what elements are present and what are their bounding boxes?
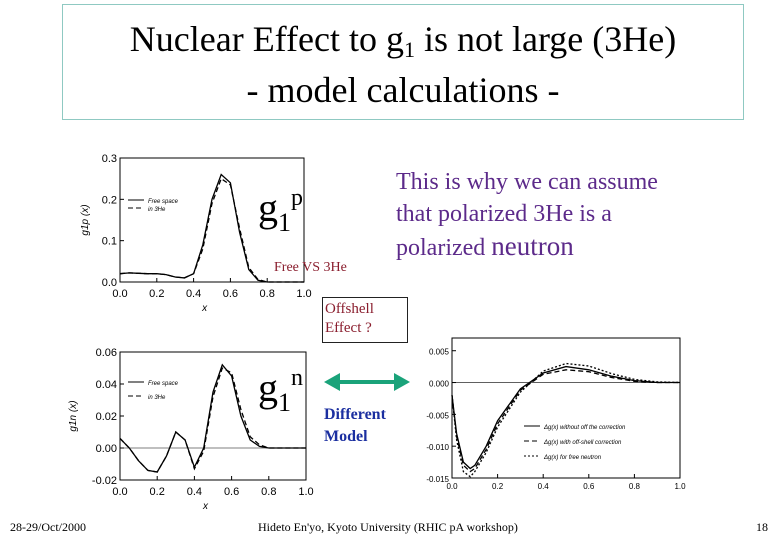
legend-label: Δg(x) without off the correction: [543, 425, 626, 431]
x-tick-label: 0.4: [186, 288, 201, 300]
x-tick-label: 0.2: [492, 482, 504, 491]
plot-frame: [451, 337, 681, 479]
y-tick-label: -0.015: [426, 475, 449, 484]
offshell-effect-box: Offshell Effect ?: [322, 297, 408, 343]
x-tick-label: 0.2: [149, 288, 164, 300]
y-tick-label: 0.0: [102, 277, 117, 289]
y-tick-label: 0.005: [429, 348, 450, 357]
different-model-label: Different Model: [324, 406, 386, 445]
neutron-model-plot: 0.0 0.2 0.4 0.6 0.8 1.0 0.005 0.000 -0.005 -0.010…: [426, 337, 686, 491]
series-line: [119, 367, 306, 473]
y-axis-label: g1p (x): [80, 204, 91, 235]
y-tick-label: 0.04: [96, 379, 117, 391]
x-axis-label: x: [202, 501, 209, 512]
g1n-plot: 0.0 0.2 0.4 0.6 0.8 1.0 -0.02 0.00 0.02 0.04 0.06 x…: [68, 347, 314, 512]
x-tick-label: 0.4: [187, 486, 202, 498]
x-tick-label: 0.8: [629, 482, 641, 491]
y-tick-label: 0.000: [429, 380, 450, 389]
y-tick-label: 0.2: [102, 194, 117, 206]
series-line: [451, 369, 680, 473]
x-tick-label: 0.8: [260, 288, 275, 300]
y-tick-label: -0.02: [92, 475, 117, 487]
x-tick-label: 0.0: [112, 486, 127, 498]
x-tick-label: 0.6: [223, 288, 238, 300]
y-tick-label: 0.1: [102, 236, 117, 248]
y-tick-label: 0.02: [96, 411, 117, 423]
footer-date: 28-29/Oct/2000: [10, 520, 86, 534]
g1p-label: g1p: [258, 185, 303, 237]
g1n-label: g1n: [258, 365, 303, 417]
slide-title-line1: Nuclear Effect to g1 is not large (3He): [129, 19, 677, 62]
x-tick-label: 1.0: [296, 288, 311, 300]
y-tick-label: 0.06: [96, 347, 117, 359]
x-tick-label: 1.0: [298, 486, 313, 498]
y-tick-label: 0.3: [102, 153, 117, 165]
title-box: Nuclear Effect to g1 is not large (3He) …: [62, 4, 744, 120]
x-tick-label: 0.6: [224, 486, 239, 498]
legend-label: in 3He: [148, 207, 166, 213]
neutron-note: This is why we can assume that polarized…: [396, 169, 658, 261]
footer-author: Hideto En'yo, Kyoto University (RHIC pA …: [258, 520, 518, 534]
series-line: [119, 173, 304, 283]
x-tick-label: 1.0: [674, 482, 686, 491]
x-axis-label: x: [201, 303, 208, 314]
footer-page: 18: [756, 520, 768, 534]
x-tick-label: 0.6: [583, 482, 595, 491]
legend-label: Free space: [148, 199, 179, 205]
x-tick-label: 0.0: [446, 482, 458, 491]
slide-title-line2: - model calculations -: [246, 70, 560, 110]
g1p-plot: 0.0 0.2 0.4 0.6 0.8 1.0 0.0 0.1 0.2 0.3 x g1p (x) Fr…: [80, 153, 312, 314]
series-line: [119, 177, 304, 283]
x-tick-label: 0.2: [150, 486, 165, 498]
series-line: [451, 362, 681, 478]
x-tick-label: 0.0: [112, 288, 127, 300]
plot-frame: [119, 157, 305, 283]
double-arrow: [324, 373, 410, 391]
legend-label: in 3He: [148, 395, 166, 401]
y-tick-label: -0.010: [426, 443, 449, 452]
y-axis-label: g1n (x): [68, 400, 79, 431]
free-vs-3he-label: Free VS 3He: [274, 260, 347, 275]
y-tick-label: -0.005: [426, 411, 449, 420]
x-tick-label: 0.8: [261, 486, 276, 498]
legend-label: Δg(x) for free neutron: [543, 455, 602, 461]
legend-label: Free space: [148, 381, 179, 387]
series-line: [451, 365, 680, 470]
legend-label: Δg(x) with off-shell correction: [543, 440, 622, 446]
x-tick-label: 0.4: [538, 482, 550, 491]
y-tick-label: 0.00: [96, 443, 117, 455]
